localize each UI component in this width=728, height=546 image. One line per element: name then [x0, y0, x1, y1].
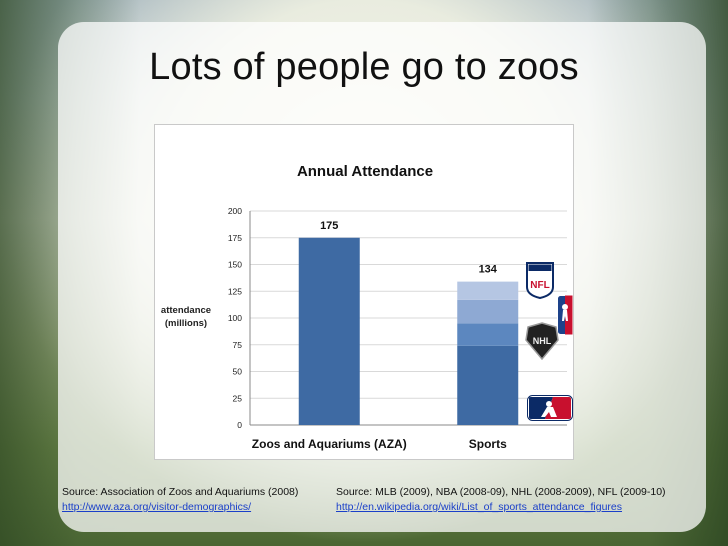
y-axis-label-line-1: attendance	[161, 305, 211, 316]
source-sports-link[interactable]: http://en.wikipedia.org/wiki/List_of_spo…	[336, 501, 623, 513]
y-tick-label: 25	[233, 393, 243, 403]
bar-segment-1-1	[457, 323, 519, 346]
category-label: Zoos and Aquariums (AZA)	[252, 437, 407, 451]
bar-segment-1-3	[457, 281, 519, 300]
source-aza-text: Source: Association of Zoos and Aquarium…	[62, 486, 299, 498]
mlb-logo-icon	[527, 395, 573, 421]
y-tick-label: 125	[228, 286, 242, 296]
y-tick-label: 100	[228, 313, 242, 323]
source-sports-text: Source: MLB (2009), NBA (2008-09), NHL (…	[336, 486, 666, 498]
y-tick-label: 150	[228, 260, 242, 270]
source-note-aza: Source: Association of Zoos and Aquarium…	[62, 485, 328, 515]
y-tick-label: 75	[233, 340, 243, 350]
attendance-chart: Annual Attendance attendance (millions) …	[161, 163, 567, 451]
y-axis-label-line-2: (millions)	[165, 318, 207, 329]
y-tick-label: 175	[228, 233, 242, 243]
bar-segment-1-0	[457, 345, 519, 425]
slide-title: Lots of people go to zoos	[149, 46, 579, 88]
nfl-logo-icon: NFL	[526, 262, 554, 299]
nhl-logo-icon: NHL	[525, 322, 559, 360]
svg-text:NFL: NFL	[530, 280, 549, 291]
chart-title: Annual Attendance	[297, 163, 433, 180]
category-label: Sports	[469, 437, 507, 451]
y-tick-label: 200	[228, 206, 242, 216]
bar-value-label: 134	[479, 264, 498, 276]
source-aza-link[interactable]: http://www.aza.org/visitor-demographics/	[62, 501, 252, 513]
y-tick-label: 50	[233, 367, 243, 377]
bar-segment-1-2	[457, 299, 519, 324]
chart-card: Annual Attendance attendance (millions) …	[154, 124, 574, 460]
svg-text:NHL: NHL	[533, 336, 552, 346]
nba-logo-icon	[557, 295, 573, 335]
bar-segment-0-0	[298, 237, 360, 425]
bar-value-label: 175	[320, 220, 338, 232]
source-note-sports: Source: MLB (2009), NBA (2008-09), NHL (…	[336, 485, 676, 515]
y-tick-label: 0	[237, 420, 242, 430]
